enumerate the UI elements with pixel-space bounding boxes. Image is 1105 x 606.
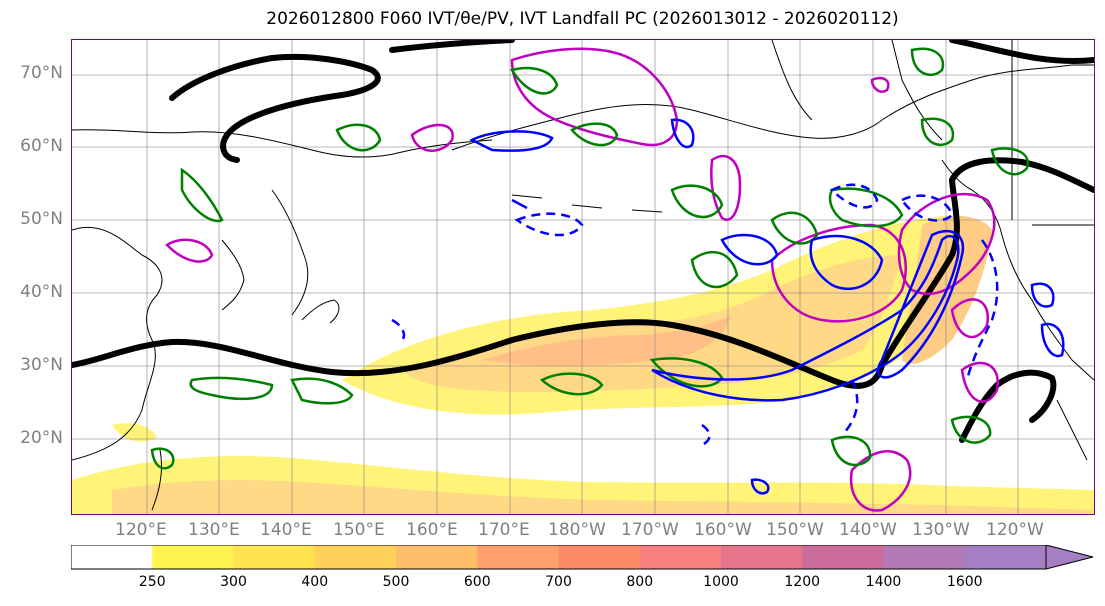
lat-label-20n: 20°N [20, 428, 63, 448]
map-canvas [72, 40, 1094, 514]
lon-label-160w: 160°W [694, 520, 752, 540]
grid-lines [72, 40, 1094, 514]
colorbar-tick-label: 1000 [703, 574, 739, 590]
lat-label-50n: 50°N [20, 209, 63, 229]
lat-label-40n: 40°N [20, 282, 63, 302]
colorbar-tick-label: 500 [382, 574, 410, 590]
map-title: 2026012800 F060 IVT/θe/PV, IVT Landfall … [266, 9, 899, 29]
lon-label-160e: 160°E [406, 520, 458, 540]
colorbar-tick-label: 1400 [865, 574, 902, 590]
colorbar-cell [477, 545, 559, 569]
lon-label-180w: 180°W [548, 520, 606, 540]
colorbar-cell [639, 545, 722, 569]
lon-label-140w: 140°W [839, 520, 897, 540]
colorbar-cell [802, 545, 884, 569]
lon-label-130e: 130°E [188, 520, 240, 540]
colorbar-cell [721, 545, 803, 569]
lon-label-150e: 150°E [333, 520, 385, 540]
ivt-landfall-pc-contours [469, 118, 1065, 495]
pv-contours [165, 47, 1000, 512]
lon-label-170w: 170°W [621, 520, 679, 540]
colorbar-cell [71, 545, 153, 569]
map-panel[interactable] [71, 39, 1095, 515]
colorbar-cell [558, 545, 641, 569]
coastlines [72, 40, 1094, 511]
lon-label-150w: 150°W [766, 520, 824, 540]
colorbar-tick-label: 1200 [784, 574, 821, 590]
lon-label-120w: 120°W [986, 520, 1044, 540]
colorbar-tick-label: 300 [220, 574, 247, 590]
colorbar [71, 545, 1094, 570]
colorbar-cell [314, 545, 397, 569]
lon-label-120e: 120°E [115, 520, 167, 540]
ivt-landfall-pc-dashed [391, 183, 999, 447]
colorbar-tick-label: 400 [301, 574, 329, 590]
colorbar-tick-label: 250 [138, 574, 166, 590]
lat-label-70n: 70°N [20, 63, 63, 83]
thick-contour [72, 40, 1094, 443]
colorbar-cells [71, 545, 1047, 569]
colorbar-arrow [1045, 545, 1094, 570]
ivt-shading [72, 215, 1094, 514]
colorbar-cell [883, 545, 966, 569]
colorbar-frame [71, 545, 1047, 570]
theta-e-contours [150, 47, 1029, 470]
colorbar-tick-label: 800 [626, 574, 654, 590]
lon-label-130w: 130°W [912, 520, 970, 540]
lat-label-60n: 60°N [20, 136, 63, 156]
colorbar-cell [396, 545, 478, 569]
colorbar-cell [233, 545, 316, 569]
colorbar-tick-label: 1600 [946, 574, 983, 590]
lon-label-170e: 170°E [478, 520, 530, 540]
colorbar-cell [152, 545, 234, 569]
colorbar-tick-label: 700 [545, 574, 572, 590]
lon-label-140e: 140°E [260, 520, 312, 540]
colorbar-cell [964, 545, 1047, 569]
colorbar-tick-label: 600 [463, 574, 491, 590]
lat-label-30n: 30°N [20, 355, 63, 375]
